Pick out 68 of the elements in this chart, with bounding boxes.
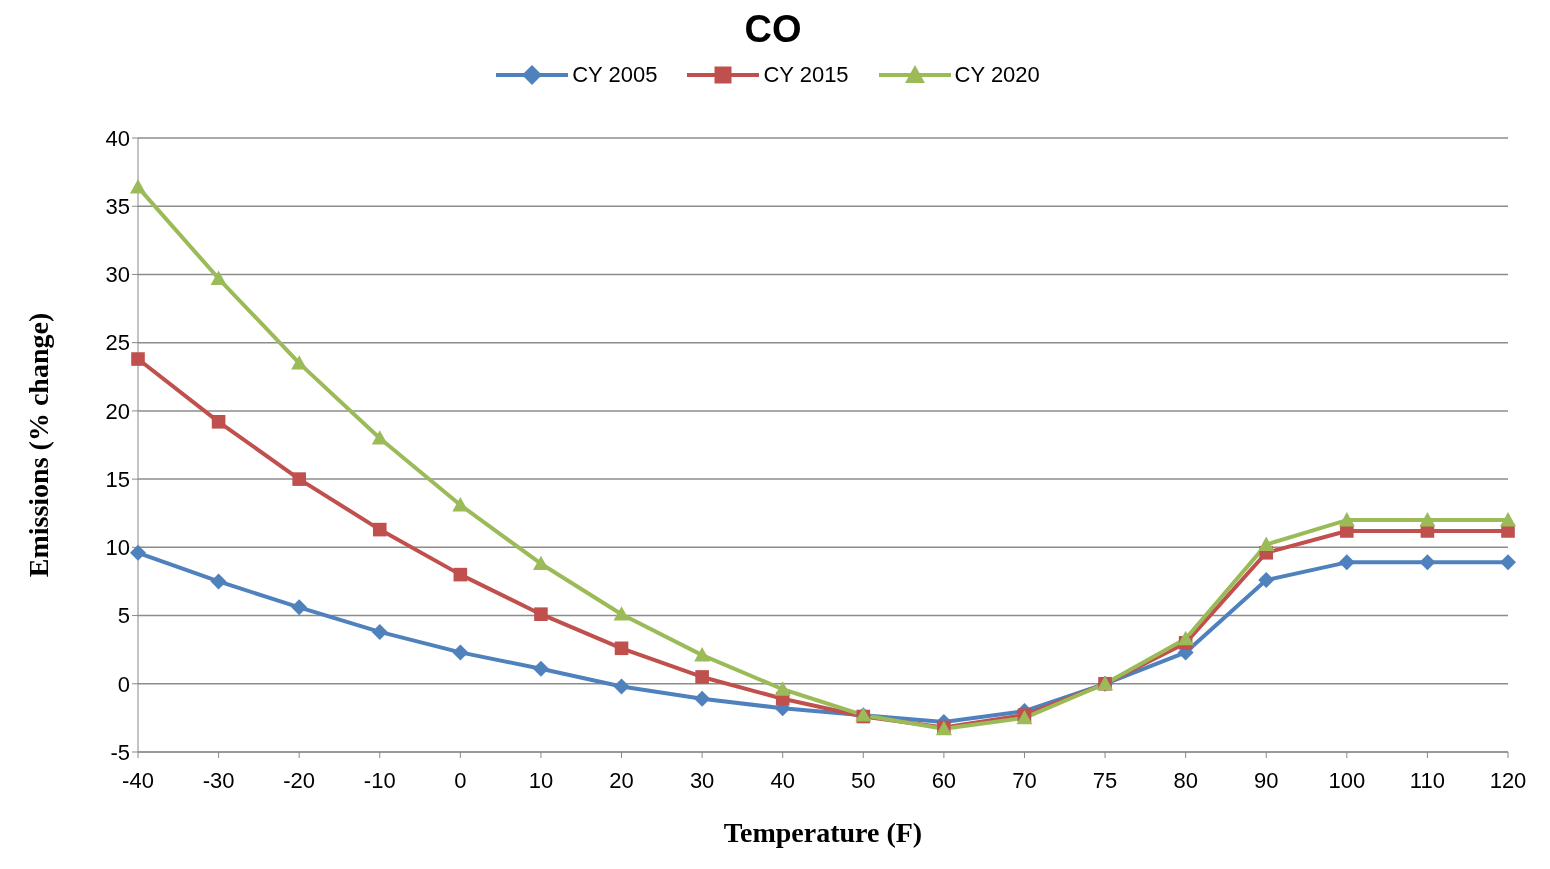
point [130, 544, 146, 561]
point [1258, 572, 1275, 589]
point [1177, 630, 1194, 646]
point [1500, 554, 1516, 571]
point [694, 647, 711, 662]
point [1338, 554, 1355, 571]
y-tick-label: 30 [105, 262, 130, 288]
point [292, 472, 306, 486]
point [291, 599, 308, 616]
point [613, 678, 630, 695]
x-tick-label: 50 [851, 767, 876, 793]
point [1419, 512, 1436, 527]
x-tick-label: 40 [770, 767, 795, 793]
point [371, 430, 388, 445]
point [1338, 512, 1355, 527]
point [534, 607, 548, 621]
point [371, 623, 388, 640]
y-tick-label: 35 [105, 194, 130, 220]
x-tick-label: 90 [1253, 767, 1279, 793]
point [130, 179, 146, 194]
legend-label: CY 2020 [954, 62, 1040, 88]
y-tick-label: -5 [110, 739, 130, 765]
chart-title: CO [743, 8, 803, 52]
point [372, 522, 387, 537]
x-tick-label: -20 [283, 767, 316, 793]
x-tick-label: -30 [202, 767, 235, 793]
x-tick-label: 100 [1328, 767, 1366, 793]
x-tick-label: 60 [931, 767, 957, 793]
y-tick-label: 40 [105, 125, 130, 151]
legend-label: CY 2015 [763, 62, 849, 88]
x-tick-label: 20 [609, 767, 634, 793]
point [532, 555, 549, 571]
legend-label: CY 2005 [572, 62, 658, 88]
point [452, 644, 469, 661]
point [774, 681, 791, 696]
x-tick-label: 75 [1092, 767, 1118, 793]
y-tick-label: 20 [105, 398, 130, 424]
y-tick-label: 25 [105, 330, 130, 356]
point [291, 355, 308, 370]
point [131, 352, 145, 366]
x-tick-label: 30 [689, 767, 715, 793]
y-tick-label: 10 [105, 535, 130, 561]
point [695, 670, 709, 684]
x-tick-label: 0 [454, 767, 467, 793]
x-tick-label: -40 [122, 767, 154, 793]
point [1500, 512, 1516, 527]
x-tick-label: -10 [363, 767, 396, 793]
point [210, 573, 227, 590]
x-tick-label: 70 [1012, 767, 1037, 793]
point [211, 415, 226, 429]
x-tick-label: 110 [1409, 767, 1445, 793]
point [452, 497, 469, 512]
point [453, 567, 468, 582]
point [532, 660, 549, 677]
point [614, 641, 629, 656]
x-tick-label: 10 [528, 767, 554, 793]
y-tick-label: 15 [105, 466, 130, 492]
point [210, 270, 227, 285]
point [694, 690, 711, 707]
y-axis-title: Emissions (% change) [22, 312, 54, 578]
x-axis-title: Temperature (F) [723, 817, 923, 848]
x-tick-label: 120 [1489, 767, 1527, 793]
y-tick-label: 5 [117, 603, 130, 629]
point [613, 606, 630, 621]
point [1419, 554, 1436, 571]
y-tick-label: 0 [117, 671, 130, 697]
point [1258, 536, 1275, 551]
x-tick-label: 80 [1173, 767, 1198, 793]
